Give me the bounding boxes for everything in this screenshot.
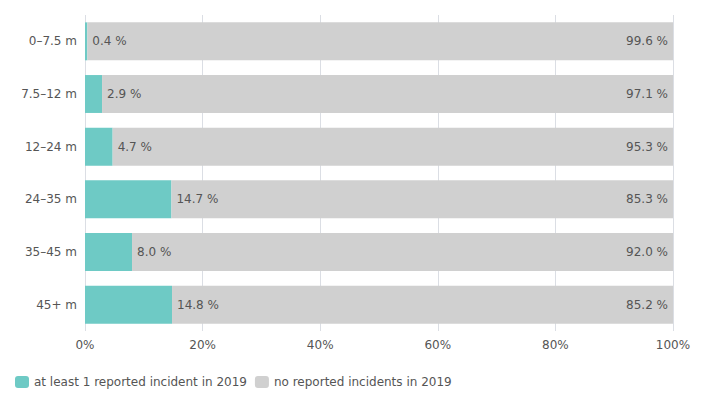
svg-text:45+ m: 45+ m [36, 298, 77, 312]
svg-text:0–7.5 m: 0–7.5 m [29, 34, 77, 48]
svg-text:at least 1 reported incident i: at least 1 reported incident in 2019 [34, 375, 247, 389]
svg-text:35–45 m: 35–45 m [25, 245, 77, 259]
svg-text:24–35 m: 24–35 m [25, 192, 77, 206]
svg-text:14.8 %: 14.8 % [177, 298, 219, 312]
svg-text:92.0 %: 92.0 % [626, 245, 668, 259]
svg-text:20%: 20% [189, 338, 216, 352]
svg-text:0.4 %: 0.4 % [92, 34, 126, 48]
svg-text:85.3 %: 85.3 % [626, 192, 668, 206]
svg-text:7.5–12 m: 7.5–12 m [21, 87, 77, 101]
svg-text:2.9 %: 2.9 % [107, 87, 141, 101]
svg-text:85.2 %: 85.2 % [626, 298, 668, 312]
svg-text:no reported incidents in 2019: no reported incidents in 2019 [274, 375, 452, 389]
svg-text:4.7 %: 4.7 % [118, 140, 152, 154]
svg-text:0%: 0% [75, 338, 94, 352]
svg-text:100%: 100% [656, 338, 690, 352]
svg-text:40%: 40% [307, 338, 334, 352]
svg-text:97.1 %: 97.1 % [626, 87, 668, 101]
svg-text:60%: 60% [424, 338, 451, 352]
svg-text:12–24 m: 12–24 m [25, 140, 77, 154]
svg-text:14.7 %: 14.7 % [176, 192, 218, 206]
svg-text:99.6 %: 99.6 % [626, 34, 668, 48]
svg-text:80%: 80% [542, 338, 569, 352]
svg-text:95.3 %: 95.3 % [626, 140, 668, 154]
svg-text:8.0 %: 8.0 % [137, 245, 171, 259]
